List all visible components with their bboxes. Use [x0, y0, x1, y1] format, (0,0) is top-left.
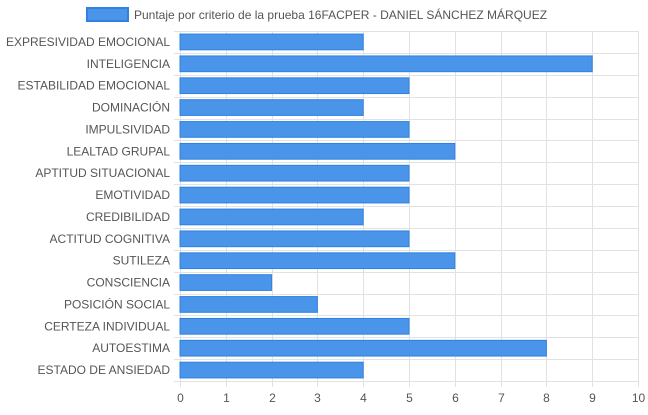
legend-label: Puntaje por criterio de la prueba 16FACP… [134, 7, 547, 22]
y-category-label: EXPRESIVIDAD EMOCIONAL [6, 35, 170, 49]
x-tick-label: 4 [360, 391, 367, 405]
bar[interactable] [179, 361, 364, 379]
x-tick-label: 2 [269, 391, 276, 405]
x-tick-label: 6 [452, 391, 459, 405]
y-category-label: IMPULSIVIDAD [85, 122, 170, 136]
bar[interactable] [179, 33, 364, 51]
bar[interactable] [179, 274, 273, 291]
y-category-label: LEALTAD GRUPAL [67, 144, 171, 158]
x-axis-labels: 0 1 2 3 4 5 6 7 8 9 10 [177, 391, 645, 405]
x-tick-label: 1 [223, 391, 230, 405]
x-tick-label: 10 [632, 391, 646, 405]
y-category-label: CONSCIENCIA [87, 276, 170, 290]
y-category-label: CERTEZA INDIVIDUAL [44, 319, 170, 333]
bars [179, 33, 593, 379]
bar[interactable] [179, 296, 318, 313]
bar[interactable] [179, 252, 456, 270]
x-tick-label: 7 [498, 391, 505, 405]
bar[interactable] [179, 317, 410, 335]
bar[interactable] [179, 142, 456, 160]
bar[interactable] [179, 55, 593, 73]
bar[interactable] [179, 164, 410, 182]
x-tick-label: 9 [589, 391, 596, 405]
y-category-label: ESTADO DE ANSIEDAD [38, 363, 171, 377]
y-category-label: ACTITUD COGNITIVA [50, 232, 170, 246]
y-category-label: CREDIBILIDAD [86, 210, 170, 224]
y-axis-labels: EXPRESIVIDAD EMOCIONAL INTELIGENCIA ESTABI… [6, 35, 170, 377]
bar[interactable] [179, 230, 410, 248]
y-category-label: AUTOESTIMA [92, 341, 170, 355]
y-category-label: INTELIGENCIA [87, 57, 170, 71]
y-category-label: SUTILEZA [113, 254, 170, 268]
y-category-label: EMOTIVIDAD [95, 188, 170, 202]
x-tick-label: 8 [543, 391, 550, 405]
x-tick-label: 5 [406, 391, 413, 405]
bar[interactable] [179, 186, 410, 204]
bar[interactable] [179, 99, 364, 116]
bar[interactable] [179, 77, 410, 95]
y-category-label: DOMINACIÓN [92, 100, 170, 115]
bar[interactable] [179, 121, 410, 138]
y-category-label: APTITUD SITUACIONAL [35, 166, 170, 180]
y-category-label: POSICIÓN SOCIAL [64, 296, 170, 311]
legend-swatch [86, 7, 129, 22]
y-category-label: ESTABILIDAD EMOCIONAL [18, 79, 171, 93]
bar[interactable] [179, 208, 364, 226]
bar[interactable] [179, 339, 547, 357]
legend[interactable]: Puntaje por criterio de la prueba 16FACP… [86, 7, 547, 22]
x-tick-label: 0 [177, 391, 184, 405]
x-tick-label: 3 [314, 391, 321, 405]
